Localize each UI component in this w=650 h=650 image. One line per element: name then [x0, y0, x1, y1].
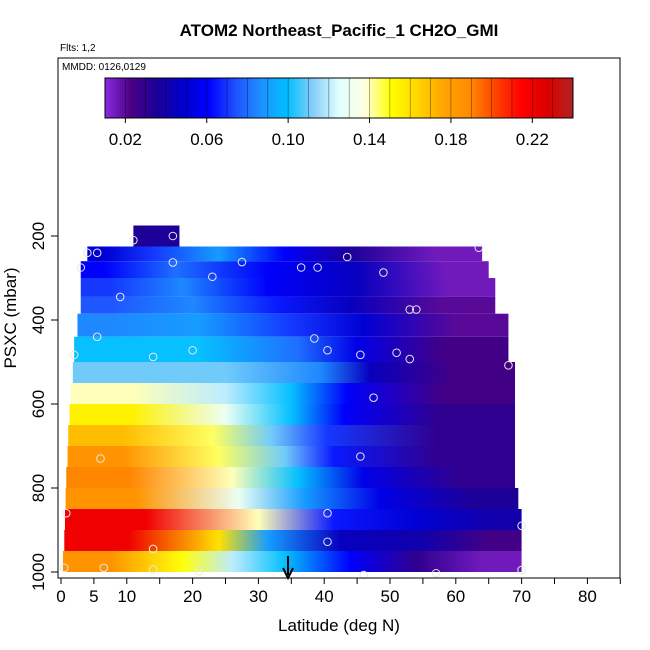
x-tick-label: 10	[117, 587, 136, 606]
sample-points	[59, 231, 526, 580]
sample-point	[115, 292, 125, 302]
heatmap-row	[80, 296, 496, 314]
sample-point	[168, 258, 178, 267]
y-tick-label: 800	[29, 474, 48, 502]
sample-point	[208, 272, 217, 282]
sample-point	[379, 268, 388, 277]
chart-title: ATOM2 Northeast_Pacific_1 CH2O_GMI	[180, 21, 499, 40]
colorbar: 0.02 0.06 0.10 0.14 0.18 0.22	[104, 77, 574, 149]
dates-label: MMDD: 0126,0129	[62, 62, 146, 73]
heatmap-row	[64, 530, 522, 551]
colorbar-tick-label: 0.06	[190, 130, 223, 149]
heatmap-row	[72, 362, 516, 383]
sample-point	[310, 334, 319, 343]
title-text: ATOM2 Northeast_Pacific_1 CH2O_GMI	[180, 21, 499, 40]
x-tick-label: 80	[578, 587, 597, 606]
sample-point	[96, 454, 105, 463]
x-tick-label: 5	[89, 587, 98, 606]
sample-point	[92, 332, 102, 342]
sample-point	[92, 248, 102, 258]
sample-point	[83, 248, 92, 258]
sample-point	[59, 563, 69, 573]
x-tick-label: 70	[512, 587, 531, 606]
y-tick-label: 600	[29, 390, 48, 418]
sample-point	[296, 263, 306, 272]
y-axis-label: PSXC (mbar)	[1, 267, 20, 368]
sample-point	[194, 566, 204, 576]
sample-point	[392, 348, 401, 358]
sample-point	[129, 235, 138, 245]
sample-point	[356, 350, 365, 360]
heatmap	[62, 225, 522, 572]
heatmap-row	[133, 225, 180, 247]
heatmap-row	[80, 261, 489, 278]
plot-frame	[57, 57, 621, 579]
x-tick-label: 20	[183, 587, 202, 606]
sample-point	[323, 537, 332, 547]
sample-point	[148, 565, 158, 574]
heatmap-row	[66, 467, 516, 488]
sample-point	[148, 544, 158, 554]
sample-point	[431, 568, 441, 578]
flights-label: Flts: 1,2	[60, 43, 96, 54]
sample-point	[517, 521, 526, 531]
latitude-arrow	[282, 556, 294, 581]
colorbar-tick-label: 0.02	[109, 130, 142, 149]
heatmap-row	[74, 336, 509, 362]
sample-point	[369, 393, 378, 403]
y-tick-label: 400	[29, 306, 48, 334]
sample-point	[323, 508, 332, 518]
colorbar-tick-label: 0.18	[434, 130, 467, 149]
heatmap-row	[68, 425, 516, 446]
sample-point	[99, 563, 109, 573]
sample-point	[342, 252, 352, 262]
heatmap-row	[62, 551, 522, 572]
sample-point	[61, 508, 71, 518]
x-axis-label: Latitude (deg N)	[278, 616, 400, 635]
heatmap-row	[70, 383, 516, 404]
heatmap-row	[80, 278, 496, 297]
heatmap-row	[77, 313, 509, 337]
sample-point	[405, 305, 415, 314]
sample-point	[76, 263, 86, 272]
sample-point	[405, 354, 415, 364]
x-tick-label: 50	[381, 587, 400, 606]
sample-point	[474, 243, 484, 253]
arrow-head	[282, 567, 294, 581]
x-axis: 0 5 10 20 30 40 50 60 70 80	[56, 578, 621, 606]
y-axis: 200 400 600 800 1000	[29, 222, 58, 591]
sample-point	[504, 361, 513, 370]
sample-point	[412, 305, 421, 314]
sample-point	[517, 565, 526, 575]
heatmap-row	[87, 246, 483, 262]
sample-point	[323, 345, 332, 355]
sample-point	[69, 350, 79, 360]
colorbar-tick-label: 0.10	[272, 130, 305, 149]
sample-point	[313, 263, 322, 272]
sample-point	[356, 452, 365, 461]
x-tick-label: 60	[446, 587, 465, 606]
sample-point	[148, 352, 158, 362]
x-tick-label: 30	[249, 587, 268, 606]
x-tick-label: 40	[315, 587, 334, 606]
heatmap-row	[64, 509, 522, 530]
y-tick-label: 1000	[29, 553, 48, 591]
colorbar-tick-label: 0.14	[353, 130, 386, 149]
y-tick-label: 200	[29, 222, 48, 250]
sample-point	[168, 231, 178, 241]
sample-point	[188, 345, 197, 355]
colorbar-gradient	[104, 77, 574, 119]
heatmap-row	[65, 488, 519, 509]
x-tick-label: 0	[56, 587, 65, 606]
sample-point	[359, 570, 368, 580]
heatmap-row	[67, 446, 516, 467]
colorbar-tick-label: 0.22	[516, 130, 549, 149]
heatmap-row	[69, 404, 516, 425]
sample-point	[237, 257, 247, 267]
